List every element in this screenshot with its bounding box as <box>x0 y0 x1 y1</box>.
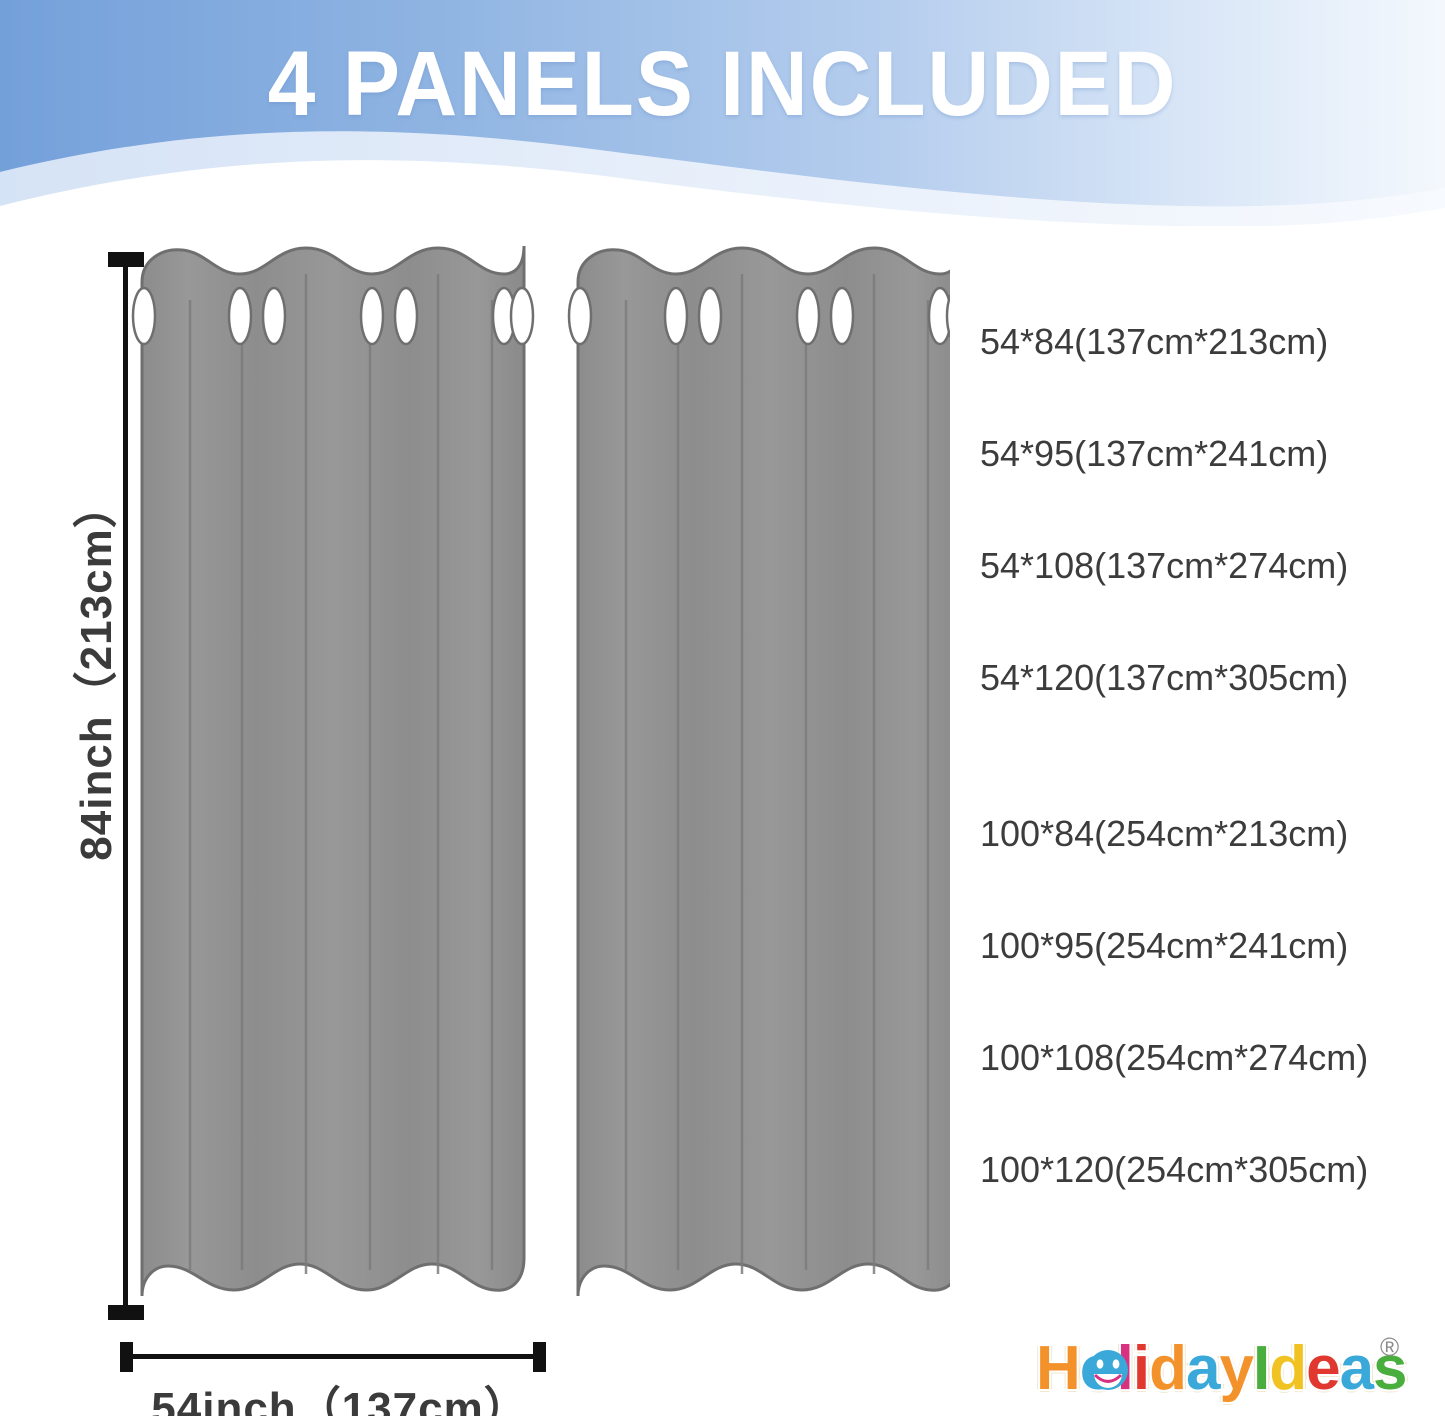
page-title: 4 PANELS INCLUDED <box>267 33 1178 135</box>
height-line <box>123 258 128 1316</box>
size-option: 54*108(137cm*274cm) <box>980 545 1349 586</box>
size-option: 54*84(137cm*213cm) <box>980 321 1329 362</box>
height-label: 84inch（213cm） <box>72 483 121 861</box>
brand-logo-wordmark: HolidayIdeas <box>1036 1334 1408 1404</box>
logo-letter: d <box>1269 1334 1307 1403</box>
header-banner: 4 PANELS INCLUDED <box>0 0 1445 226</box>
size-group-54: 54*84(137cm*213cm) 54*95(137cm*241cm) 54… <box>980 320 1400 700</box>
logo-letter: a <box>1186 1334 1220 1403</box>
grommet-group-left <box>131 286 535 346</box>
height-cap-bottom <box>108 1305 144 1320</box>
grommet-group-right <box>567 286 950 346</box>
logo-letter: H <box>1036 1334 1081 1403</box>
width-cap-right <box>533 1342 546 1372</box>
logo-letter: y <box>1219 1334 1253 1403</box>
logo-letter: a <box>1339 1334 1374 1403</box>
logo-letter: s <box>1373 1334 1407 1403</box>
curtain-illustration <box>120 240 950 1320</box>
logo-letter: I <box>1252 1334 1270 1403</box>
brand-logo: HolidayIdeas ® <box>1036 1332 1416 1410</box>
logo-letter: i <box>1132 1334 1150 1403</box>
size-options-list: 54*84(137cm*213cm) 54*95(137cm*241cm) 54… <box>980 320 1400 1192</box>
size-option: 54*95(137cm*241cm) <box>980 433 1329 474</box>
curtain-panel-left <box>131 245 535 1297</box>
height-measurement-bar <box>104 252 146 1322</box>
registered-trademark-icon: ® <box>1380 1332 1400 1362</box>
size-option: 100*120(254cm*305cm) <box>980 1149 1369 1190</box>
logo-letter: d <box>1149 1334 1187 1403</box>
smiley-face-icon <box>1088 1350 1128 1390</box>
size-option: 54*120(137cm*305cm) <box>980 657 1349 698</box>
header-wave-graphic <box>0 0 1445 226</box>
size-group-100: 100*84(254cm*213cm) 100*95(254cm*241cm) … <box>980 812 1400 1192</box>
size-option: 100*84(254cm*213cm) <box>980 813 1349 854</box>
size-option: 100*95(254cm*241cm) <box>980 925 1349 966</box>
width-measurement-bar <box>120 1340 546 1380</box>
curtain-panel-right <box>567 246 950 1297</box>
size-option: 100*108(254cm*274cm) <box>980 1037 1369 1078</box>
width-label: 54inch（137cm） <box>151 1384 529 1416</box>
logo-letter: e <box>1306 1334 1340 1403</box>
width-line <box>124 1354 542 1359</box>
